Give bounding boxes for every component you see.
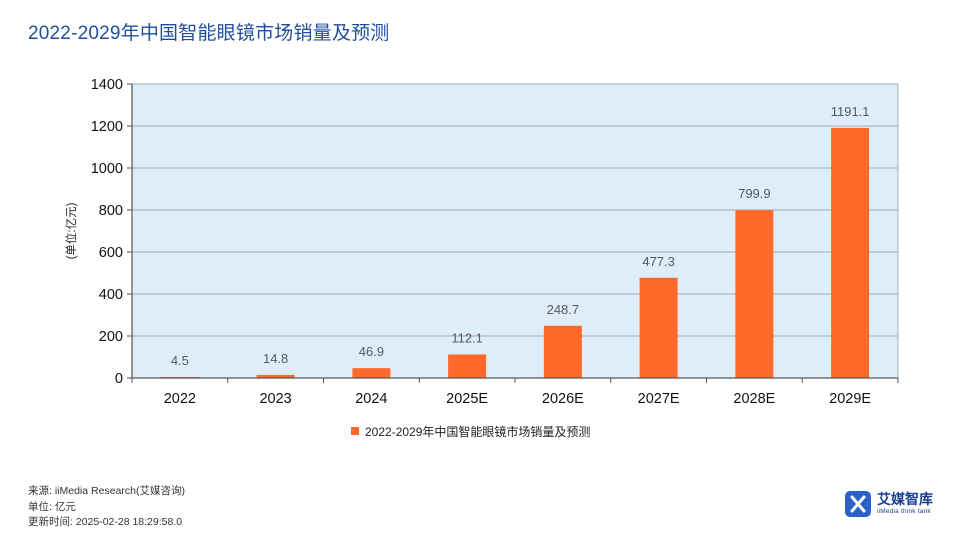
y-tick-label: 200	[99, 329, 123, 345]
brand-logo: 艾媒智库 iiMedia think tank	[845, 491, 933, 517]
value-labels: 4.5 14.8 46.9 112.1 248.7 477.3 799.9 1191.1	[171, 104, 870, 368]
logo-text-en: iiMedia think tank	[877, 508, 931, 515]
bar	[543, 325, 582, 378]
logo-text-cn: 艾媒智库	[877, 491, 933, 507]
data-label: 477.3	[642, 254, 675, 269]
bars	[160, 127, 870, 378]
legend: 2022-2029年中国智能眼镜市场销量及预测	[351, 424, 590, 439]
legend-swatch	[351, 427, 359, 435]
logo-mark-icon	[845, 491, 871, 517]
bar	[352, 368, 391, 378]
update-time-note: 更新时间: 2025-02-28 18:29:58.0	[28, 516, 183, 528]
bar	[831, 127, 870, 378]
y-tick-label: 1400	[91, 77, 123, 93]
data-label: 14.8	[263, 351, 288, 366]
x-tick-label: 2022	[164, 391, 196, 407]
unit-note: 单位: 亿元	[28, 500, 76, 513]
legend-label: 2022-2029年中国智能眼镜市场销量及预测	[365, 424, 590, 439]
page-title: 2022-2029年中国智能眼镜市场销量及预测	[28, 23, 390, 44]
y-tick-label: 0	[115, 371, 123, 387]
data-label: 112.1	[451, 330, 483, 345]
y-tick-label: 1200	[91, 119, 123, 135]
data-label: 46.9	[359, 344, 384, 359]
bar	[448, 354, 487, 378]
data-label: 799.9	[738, 186, 771, 201]
y-axis-label: (单位:亿元)	[64, 202, 78, 259]
source-note: 来源: iiMedia Research(艾媒咨询)	[28, 485, 185, 497]
x-tick-label: 2029E	[829, 391, 871, 407]
bar	[639, 277, 678, 378]
y-tick-label: 1000	[91, 161, 123, 177]
data-label: 248.7	[547, 302, 580, 317]
bar-chart: 0 200 400 600 800 1000 1200 1400 2022 2023 2024 202…	[64, 77, 899, 439]
bar	[735, 210, 774, 378]
y-tick-label: 400	[99, 287, 123, 303]
y-tick-label: 800	[99, 203, 123, 219]
x-tick-label: 2028E	[733, 391, 775, 407]
x-tick-label: 2024	[355, 391, 387, 407]
x-tick-label: 2023	[259, 391, 291, 407]
bar	[256, 374, 295, 378]
x-tick-label: 2026E	[542, 391, 584, 407]
data-label: 4.5	[171, 353, 189, 368]
axes: 0 200 400 600 800 1000 1200 1400 2022 2023 2024 202…	[91, 77, 899, 407]
y-tick-label: 600	[99, 245, 123, 261]
x-tick-label: 2025E	[446, 391, 488, 407]
footer-notes: 来源: iiMedia Research(艾媒咨询) 单位: 亿元 更新时间: …	[28, 484, 185, 531]
plot-area	[131, 83, 899, 379]
x-tick-label: 2027E	[638, 391, 680, 407]
data-label: 1191.1	[831, 104, 870, 119]
